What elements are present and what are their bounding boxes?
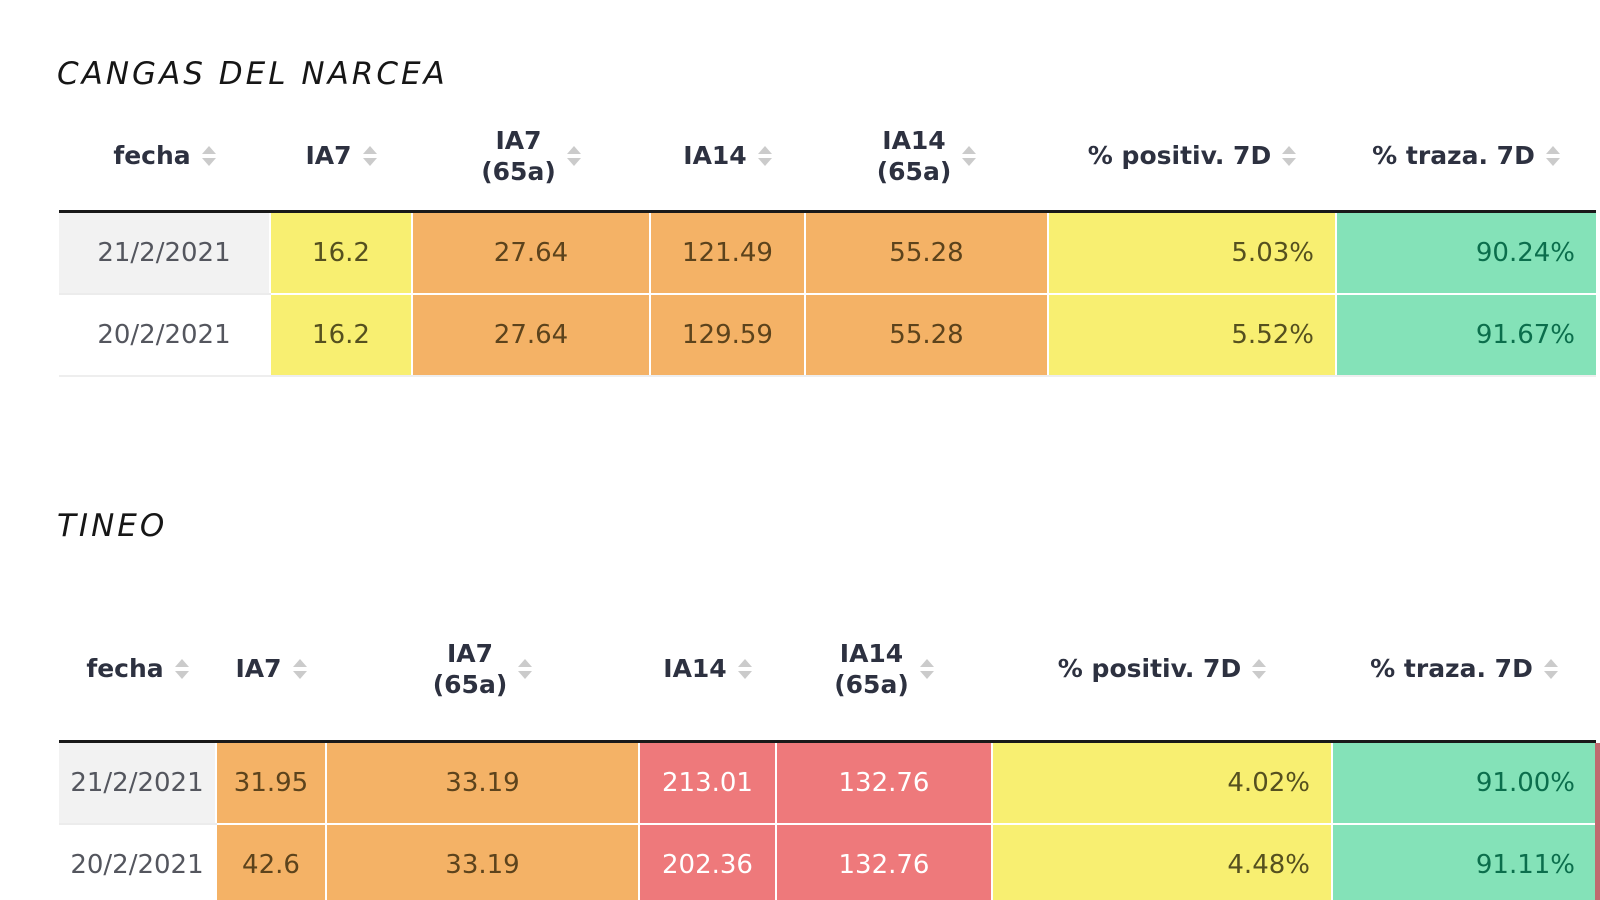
table-title-tineo: TINEO — [57, 508, 168, 544]
sort-arrows-icon — [757, 146, 772, 166]
sort-arrows-icon — [201, 146, 216, 166]
value-cell: 91.11% — [1332, 824, 1596, 900]
date-cell: 20/2/2021 — [59, 824, 217, 900]
value-cell: 5.03% — [1048, 210, 1337, 295]
column-label: IA14 (65a) — [834, 638, 909, 699]
column-label: IA7 — [235, 654, 282, 684]
value-cell: 132.76 — [776, 824, 993, 900]
column-label: fecha — [86, 654, 164, 684]
sort-arrows-icon — [566, 146, 581, 166]
value-cell: 27.64 — [412, 294, 651, 377]
value-cell: 4.02% — [992, 740, 1333, 825]
value-cell: 33.19 — [326, 740, 640, 825]
column-label: IA14 — [683, 141, 747, 171]
column-header-ia7[interactable]: IA7 — [270, 102, 412, 212]
sort-arrows-icon — [518, 659, 533, 679]
value-cell: 5.52% — [1048, 294, 1337, 377]
sort-arrows-icon — [174, 659, 189, 679]
sort-arrows-icon — [362, 146, 377, 166]
date-cell: 21/2/2021 — [59, 740, 217, 825]
value-cell: 16.2 — [270, 210, 413, 295]
value-cell: 129.59 — [650, 294, 806, 377]
column-header-ia14[interactable]: IA14 — [650, 102, 805, 212]
table-title-cangas-del-narcea: CANGAS DEL NARCEA — [57, 56, 448, 92]
header-row: fecha IA7 IA7 (65a) IA14 IA14 (65a) % positiv… — [59, 102, 1596, 212]
column-header-traza-7d[interactable]: % traza. 7D — [1336, 102, 1596, 212]
column-header-positiv-7d[interactable]: % positiv. 7D — [1048, 102, 1336, 212]
column-header-ia14[interactable]: IA14 — [639, 598, 776, 742]
value-cell: 202.36 — [639, 824, 777, 900]
column-label: % positiv. 7D — [1057, 654, 1242, 684]
table-row: 21/2/2021 31.95 33.19 213.01 132.76 4.02% 91.0… — [59, 740, 1596, 825]
value-cell: 27.64 — [412, 210, 651, 295]
value-cell: 91.00% — [1332, 740, 1596, 825]
column-label: % traza. 7D — [1372, 141, 1535, 171]
column-label: % positiv. 7D — [1087, 141, 1272, 171]
value-cell: 90.24% — [1336, 210, 1596, 295]
column-label: IA14 — [663, 654, 727, 684]
sort-arrows-icon — [1545, 146, 1560, 166]
column-label: fecha — [113, 141, 191, 171]
sort-arrows-icon — [962, 146, 977, 166]
column-header-ia7[interactable]: IA7 — [216, 598, 326, 742]
column-label: IA14 (65a) — [876, 125, 952, 186]
column-label: IA7 (65a) — [432, 638, 508, 699]
table-row: 20/2/2021 42.6 33.19 202.36 132.76 4.48% 91.11… — [59, 824, 1596, 900]
column-label: % traza. 7D — [1370, 654, 1533, 684]
value-cell: 132.76 — [776, 740, 993, 825]
sort-arrows-icon — [292, 659, 307, 679]
sort-arrows-icon — [737, 659, 752, 679]
column-header-fecha[interactable]: fecha — [59, 102, 270, 212]
value-cell: 31.95 — [216, 740, 327, 825]
clipped-next-column — [1595, 743, 1600, 900]
table-row: 20/2/2021 16.2 27.64 129.59 55.28 5.52% 91.67% — [59, 294, 1596, 377]
value-cell: 4.48% — [992, 824, 1333, 900]
value-cell: 16.2 — [270, 294, 413, 377]
date-cell: 21/2/2021 — [59, 210, 271, 295]
value-cell: 55.28 — [805, 210, 1049, 295]
table-row: 21/2/2021 16.2 27.64 121.49 55.28 5.03% 90.24% — [59, 210, 1596, 295]
value-cell: 213.01 — [639, 740, 777, 825]
value-cell: 33.19 — [326, 824, 640, 900]
column-label: IA7 (65a) — [481, 125, 556, 186]
column-header-ia7-65a[interactable]: IA7 (65a) — [326, 598, 639, 742]
sort-arrows-icon — [919, 659, 934, 679]
data-table-tineo: fecha IA7 IA7 (65a) IA14 IA14 (65a) % positiv… — [59, 598, 1596, 900]
sort-arrows-icon — [1252, 659, 1267, 679]
column-header-ia14-65a[interactable]: IA14 (65a) — [776, 598, 992, 742]
column-header-fecha[interactable]: fecha — [59, 598, 216, 742]
column-header-ia7-65a[interactable]: IA7 (65a) — [412, 102, 650, 212]
value-cell: 55.28 — [805, 294, 1049, 377]
sort-arrows-icon — [1543, 659, 1558, 679]
data-table-cangas-del-narcea: fecha IA7 IA7 (65a) IA14 IA14 (65a) % positiv… — [59, 102, 1596, 377]
column-header-positiv-7d[interactable]: % positiv. 7D — [992, 598, 1332, 742]
header-row: fecha IA7 IA7 (65a) IA14 IA14 (65a) % positiv… — [59, 598, 1596, 742]
column-header-ia14-65a[interactable]: IA14 (65a) — [805, 102, 1048, 212]
date-cell: 20/2/2021 — [59, 294, 271, 377]
value-cell: 42.6 — [216, 824, 327, 900]
value-cell: 91.67% — [1336, 294, 1596, 377]
column-header-traza-7d[interactable]: % traza. 7D — [1332, 598, 1596, 742]
sort-arrows-icon — [1282, 146, 1297, 166]
value-cell: 121.49 — [650, 210, 806, 295]
column-label: IA7 — [305, 141, 352, 171]
